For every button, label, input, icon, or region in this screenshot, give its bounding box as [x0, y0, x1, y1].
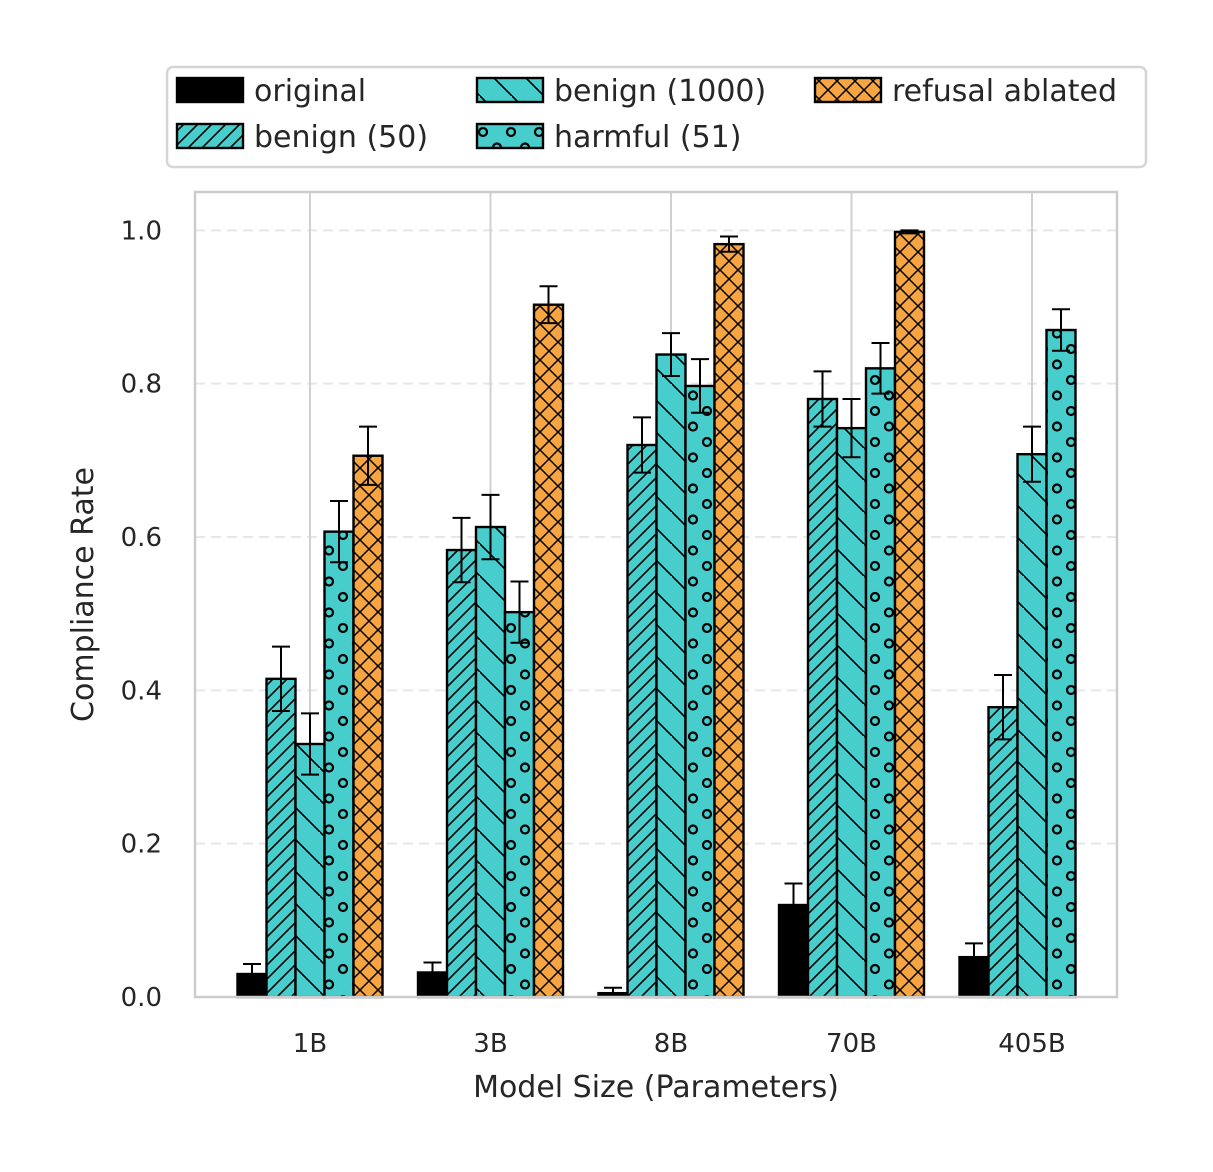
- bar-hatch: [988, 707, 1018, 997]
- y-tick-label: 1.0: [121, 216, 162, 246]
- bar-group: [987, 674, 1019, 999]
- bar-group: [655, 332, 687, 999]
- bar-group: [416, 961, 449, 999]
- bar-group: [294, 712, 326, 999]
- bar-group: [236, 963, 268, 999]
- bar-group: [265, 645, 297, 999]
- legend-swatch: [177, 78, 243, 102]
- y-tick-label: 0.4: [121, 676, 162, 706]
- bar-group: [1016, 425, 1048, 999]
- legend-item: benign (1000): [475, 74, 766, 109]
- bar: [237, 974, 267, 997]
- legend-swatch-outline: [475, 122, 545, 150]
- bar-hatch: [1046, 330, 1076, 997]
- legend-label: refusal ablated: [892, 74, 1117, 109]
- bar-group: [806, 370, 839, 999]
- bar-hatch: [295, 744, 325, 997]
- legend-swatch-hatch: [477, 78, 543, 102]
- y-axis-label: Compliance Rate: [66, 467, 101, 722]
- bar-group: [597, 986, 629, 999]
- legend-swatch-outline: [175, 76, 245, 104]
- bar-group: [713, 235, 745, 999]
- bar-hatch: [895, 231, 924, 997]
- legend-label: original: [254, 74, 366, 109]
- y-tick-label: 0.8: [121, 370, 162, 400]
- plot-frame: [193, 190, 1119, 999]
- bar-group: [893, 229, 926, 999]
- bar-group: [532, 285, 565, 999]
- legend-swatch-outline: [475, 76, 545, 104]
- bar-group: [864, 342, 897, 999]
- bar-group: [323, 499, 355, 999]
- plot-border: [193, 190, 1119, 999]
- legend-label: benign (50): [254, 120, 428, 155]
- bar-group: [684, 358, 716, 999]
- legend-frame: [165, 65, 1148, 169]
- y-tick-label: 0.0: [121, 983, 162, 1013]
- bar-group: [958, 942, 990, 999]
- bar-hatch: [837, 428, 866, 998]
- y-tick-label: 0.2: [121, 830, 162, 860]
- bar-group: [474, 493, 507, 999]
- legend: original benign (50) benign (1000) harmful …: [165, 65, 1148, 169]
- x-tick-label: 405B: [998, 1029, 1065, 1059]
- legend-label: harmful (51): [554, 120, 741, 155]
- bar-hatch: [1017, 454, 1047, 997]
- bar-group: [835, 398, 868, 999]
- legend-swatch-outline: [175, 122, 245, 150]
- bar-hatch: [266, 678, 296, 997]
- x-tick-label: 3B: [473, 1029, 507, 1059]
- bar-hatch: [476, 527, 505, 997]
- legend-swatch-hatch: [815, 78, 881, 102]
- bars: [236, 229, 1077, 999]
- bar-hatch: [808, 399, 837, 997]
- bar-hatch: [685, 385, 715, 997]
- x-axis-label: Model Size (Parameters): [473, 1070, 839, 1105]
- bar-hatch: [714, 244, 744, 998]
- bar-group: [626, 416, 658, 999]
- legend-swatch-outline: [813, 76, 883, 104]
- bar-group: [777, 882, 810, 999]
- bar-hatch: [627, 445, 657, 997]
- legend-swatch-hatch: [177, 124, 243, 148]
- bar-group: [445, 516, 478, 999]
- legend-label: benign (1000): [554, 74, 766, 109]
- bar-hatch: [656, 354, 686, 997]
- bar-hatch: [324, 531, 354, 997]
- legend-item: benign (50): [175, 120, 428, 155]
- bar-hatch: [534, 304, 563, 997]
- x-tick-label: 8B: [654, 1029, 688, 1059]
- legend-item: refusal ablated: [813, 74, 1117, 109]
- legend-item: original: [175, 74, 366, 109]
- x-tick-label: 70B: [826, 1029, 877, 1059]
- legend-swatch-hatch: [477, 124, 543, 148]
- bar-group: [503, 580, 536, 999]
- bar-hatch: [353, 455, 383, 997]
- x-tick-label: 1B: [293, 1029, 327, 1059]
- bar-hatch: [505, 612, 534, 997]
- axes: Model Size (Parameters) Compliance Rate …: [66, 216, 1066, 1105]
- bar-hatch: [866, 368, 895, 997]
- bar-hatch: [447, 550, 476, 997]
- legend-item: harmful (51): [475, 120, 741, 155]
- y-tick-label: 0.6: [121, 523, 162, 553]
- bar-group: [1045, 308, 1077, 999]
- bar-group: [352, 425, 384, 999]
